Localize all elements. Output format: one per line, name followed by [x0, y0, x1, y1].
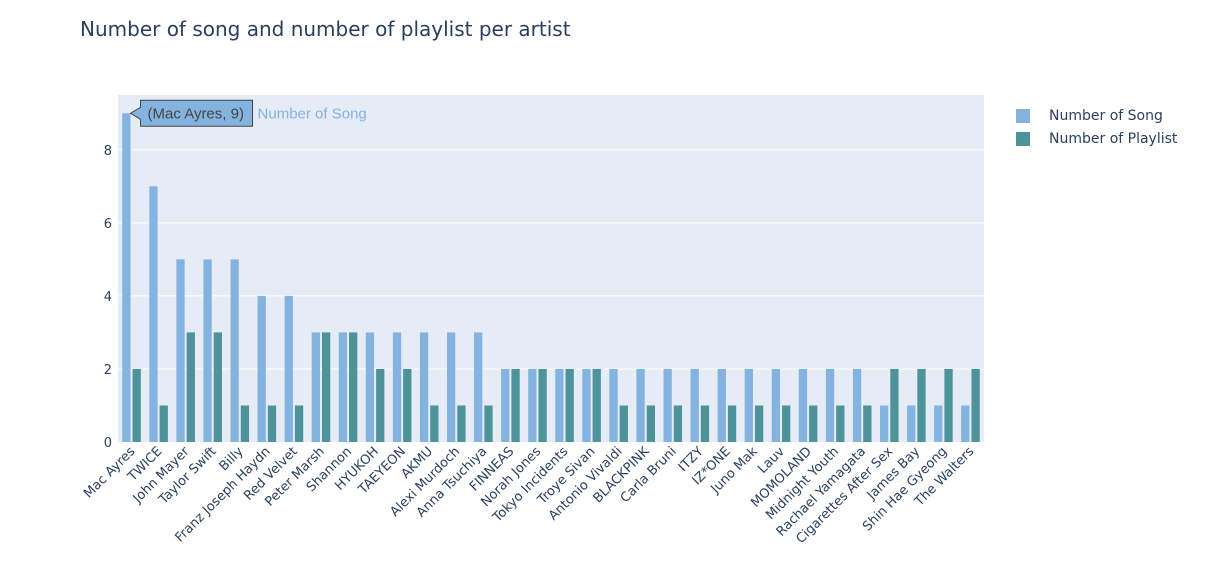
- playlist-bar[interactable]: [836, 405, 845, 442]
- song-bar[interactable]: [609, 368, 618, 442]
- song-bar[interactable]: [149, 186, 158, 442]
- y-axis: 0 2 4 6 8: [104, 144, 112, 451]
- playlist-bar[interactable]: [809, 405, 818, 442]
- song-bar[interactable]: [474, 332, 483, 442]
- song-bar[interactable]: [230, 259, 239, 442]
- tooltip-series-label: Number of Song: [258, 105, 367, 122]
- song-bar[interactable]: [771, 368, 781, 442]
- legend-label-playlist: Number of Playlist: [1049, 130, 1178, 147]
- song-bar[interactable]: [338, 332, 348, 442]
- hover-tooltip: (Mac Ayres, 9) Number of Song: [129, 99, 367, 127]
- playlist-bar[interactable]: [890, 368, 899, 442]
- y-tick-label: 4: [104, 290, 112, 305]
- playlist-bar[interactable]: [863, 405, 872, 442]
- song-bar[interactable]: [446, 332, 456, 442]
- song-bar[interactable]: [528, 368, 537, 442]
- playlist-bar[interactable]: [565, 368, 574, 442]
- playlist-bar[interactable]: [132, 368, 141, 442]
- song-bar[interactable]: [203, 259, 212, 442]
- playlist-bar[interactable]: [349, 332, 358, 442]
- playlist-bar[interactable]: [538, 368, 547, 442]
- song-bar[interactable]: [798, 368, 808, 442]
- playlist-bar[interactable]: [376, 368, 385, 442]
- legend: Number of Song Number of Playlist: [1016, 104, 1177, 150]
- playlist-bar[interactable]: [240, 405, 250, 442]
- playlist-bar[interactable]: [186, 332, 195, 442]
- y-tick-label: 8: [104, 144, 112, 159]
- legend-item-playlist[interactable]: Number of Playlist: [1016, 127, 1177, 150]
- song-bar[interactable]: [392, 332, 402, 442]
- playlist-bar[interactable]: [592, 368, 601, 442]
- playlist-bar[interactable]: [619, 405, 628, 442]
- song-bar[interactable]: [717, 368, 726, 442]
- y-tick-label: 6: [104, 217, 112, 232]
- song-bar[interactable]: [879, 405, 889, 442]
- playlist-bar[interactable]: [457, 405, 466, 442]
- bars[interactable]: [122, 113, 980, 443]
- playlist-bar[interactable]: [321, 332, 331, 442]
- song-bar[interactable]: [284, 295, 293, 442]
- playlist-bar[interactable]: [213, 332, 223, 442]
- song-bar[interactable]: [663, 368, 672, 442]
- tooltip-text: (Mac Ayres, 9): [148, 105, 244, 122]
- playlist-bar[interactable]: [673, 405, 683, 442]
- song-bar[interactable]: [257, 295, 266, 442]
- playlist-bar[interactable]: [484, 405, 493, 442]
- legend-label-song: Number of Song: [1049, 107, 1163, 124]
- playlist-bar[interactable]: [700, 405, 710, 442]
- song-bar[interactable]: [501, 368, 510, 442]
- playlist-bar[interactable]: [646, 405, 656, 442]
- playlist-bar[interactable]: [294, 405, 304, 442]
- playlist-bar[interactable]: [727, 405, 737, 442]
- y-tick-label: 2: [104, 363, 112, 378]
- playlist-bar[interactable]: [782, 405, 791, 442]
- playlist-bar[interactable]: [511, 368, 520, 442]
- song-bar[interactable]: [934, 405, 943, 442]
- song-bar[interactable]: [825, 368, 835, 442]
- song-bar[interactable]: [419, 332, 429, 442]
- legend-item-song[interactable]: Number of Song: [1016, 104, 1177, 127]
- song-bar[interactable]: [961, 405, 970, 442]
- legend-swatch-playlist: [1016, 131, 1030, 146]
- song-bar[interactable]: [122, 113, 131, 443]
- song-bar[interactable]: [365, 332, 375, 442]
- song-bar[interactable]: [907, 405, 916, 442]
- playlist-bar[interactable]: [430, 405, 439, 442]
- playlist-bar[interactable]: [944, 368, 953, 442]
- song-bar[interactable]: [744, 368, 753, 442]
- song-bar[interactable]: [690, 368, 699, 442]
- tooltip-box: [129, 99, 254, 127]
- song-bar[interactable]: [555, 368, 564, 442]
- playlist-bar[interactable]: [971, 368, 980, 442]
- legend-swatch-song: [1016, 108, 1030, 123]
- playlist-bar[interactable]: [917, 368, 926, 442]
- song-bar[interactable]: [636, 368, 645, 442]
- song-bar[interactable]: [582, 368, 591, 442]
- playlist-bar[interactable]: [159, 405, 168, 442]
- y-tick-label: 0: [104, 436, 112, 451]
- playlist-bar[interactable]: [403, 368, 412, 442]
- chart-title: Number of song and number of playlist pe…: [80, 17, 571, 41]
- song-bar[interactable]: [176, 259, 185, 442]
- playlist-bar[interactable]: [267, 405, 277, 442]
- song-bar[interactable]: [311, 332, 320, 442]
- playlist-bar[interactable]: [754, 405, 764, 442]
- song-bar[interactable]: [852, 368, 862, 442]
